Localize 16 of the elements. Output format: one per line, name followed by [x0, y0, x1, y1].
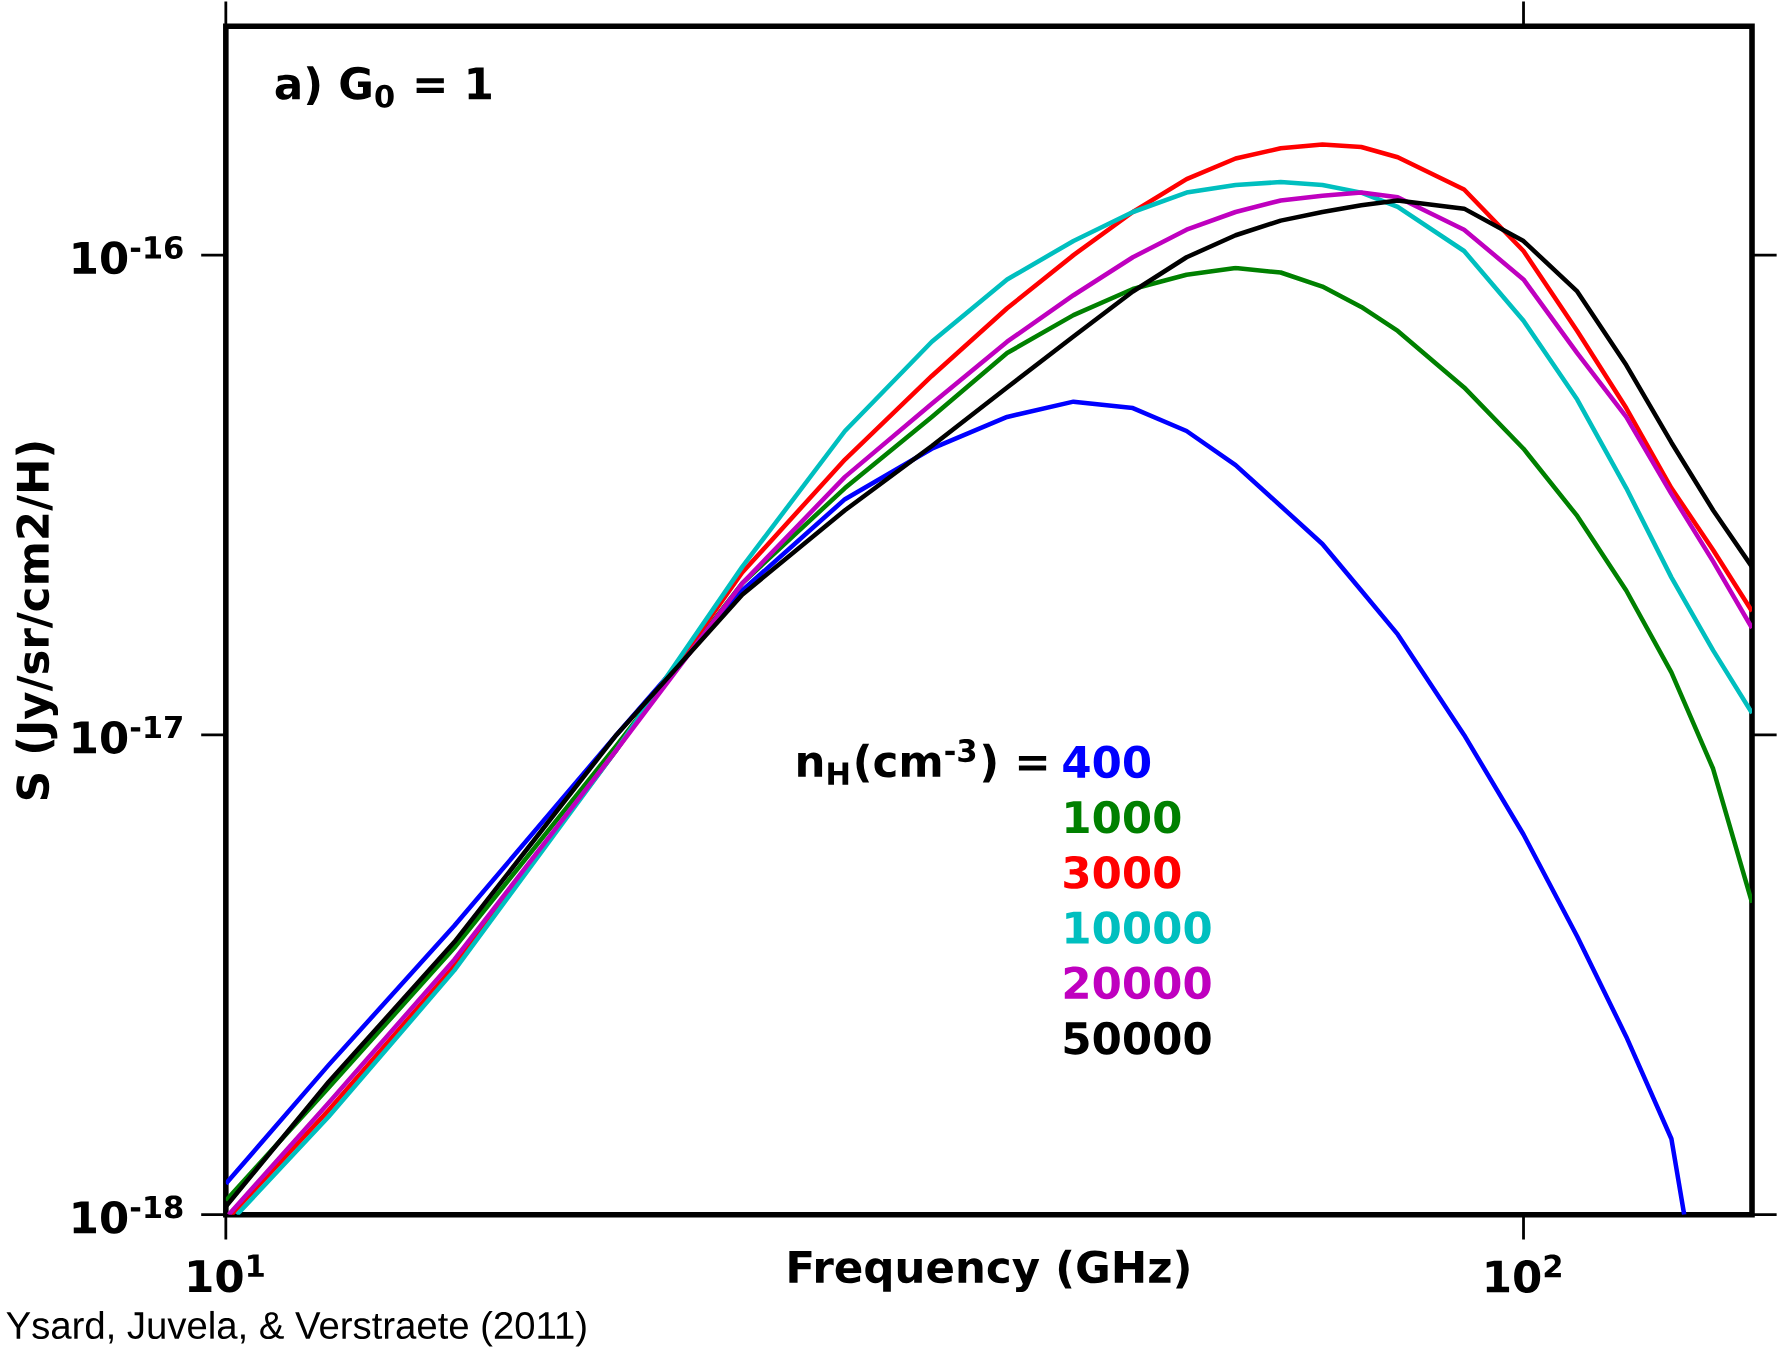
y-tick-label: 10$^{-18}$: [73, 1195, 183, 1234]
x-tick-label: 10$^{1}$: [189, 1254, 264, 1293]
y-tick-label: 10$^{-17}$: [73, 715, 182, 754]
text: 10000: [1066, 911, 1211, 945]
x-axis-title: Frequency (GHz): [789, 1249, 1189, 1292]
legend-title: n$_{H}$(cm$^{-3}$) =: [798, 739, 1047, 785]
text: Ysard, Juvela, & Verstraete (2011): [6, 1310, 586, 1347]
x-tick-label: 10$^{2}$: [1486, 1254, 1561, 1293]
text: 20000: [1064, 966, 1211, 1000]
text: 1000: [1066, 800, 1181, 834]
text: 3000: [1064, 855, 1181, 889]
y-axis-title: S (Jy/sr/cm2/H): [15, 442, 58, 800]
y-tick-label: 10$^{-16}$: [73, 235, 183, 275]
text: 50000: [1064, 1021, 1211, 1055]
text: 400: [1063, 745, 1151, 779]
text: a) G$_{0}$ = 1: [275, 66, 491, 108]
